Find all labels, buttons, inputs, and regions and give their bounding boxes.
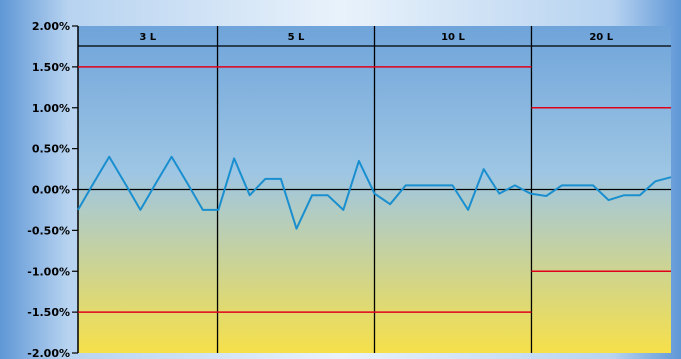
y-tick-label: -1.00% xyxy=(27,265,70,278)
series-group xyxy=(77,155,672,230)
y-tick-label: 0.00% xyxy=(32,184,70,197)
series-line xyxy=(77,155,672,230)
y-tick-label: -2.00% xyxy=(27,347,70,359)
y-tick-label: 0.50% xyxy=(32,143,70,156)
group-label: 20 L xyxy=(589,32,613,43)
y-tick-label: 1.50% xyxy=(32,61,70,74)
y-tick-label: 2.00% xyxy=(32,20,70,33)
group-label: 5 L xyxy=(288,32,305,43)
y-axis: 2.00% 1.50% 1.00% 0.50% 0.00% -0.50% -1.00% -1.… xyxy=(27,20,79,359)
limit-lines xyxy=(78,66,671,313)
group-label: 3 L xyxy=(139,32,156,43)
group-label: 10 L xyxy=(441,32,465,43)
y-tick-label: -1.50% xyxy=(27,306,70,319)
y-tick-label: -0.50% xyxy=(27,224,70,237)
y-tick-label: 1.00% xyxy=(32,102,70,115)
